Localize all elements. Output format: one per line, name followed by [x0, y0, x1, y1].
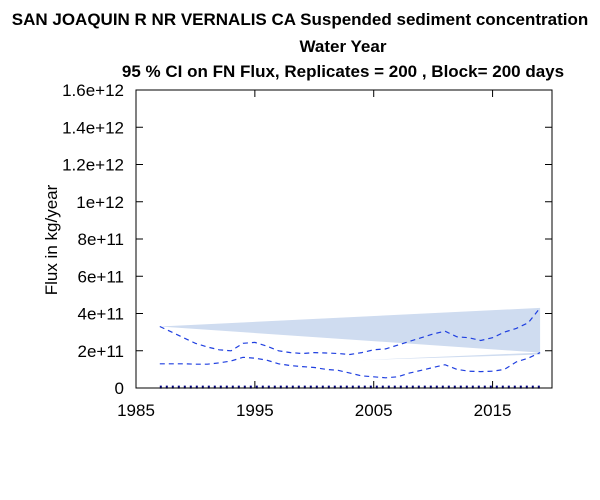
- x-tick-label: 2015: [474, 401, 512, 420]
- y-tick-label: 1.6e+12: [62, 81, 124, 100]
- x-tick-label: 1995: [236, 401, 274, 420]
- y-tick-label: 6e+11: [78, 267, 124, 286]
- plot-area: 0 2e+11 4e+11 6e+11 8e+11 1e+12 1.2e+12 1.4e+12…: [62, 81, 553, 420]
- series-line-2: [159, 352, 541, 379]
- x-tick-label: 1985: [117, 401, 155, 420]
- y-tick-label: 2e+11: [78, 342, 124, 361]
- chart-title: SAN JOAQUIN R NR VERNALIS CA Suspended s…: [12, 10, 589, 29]
- y-tick-label: 1e+12: [76, 193, 124, 212]
- y-tick-label: 4e+11: [78, 305, 124, 324]
- series-line-1: [159, 307, 541, 356]
- y-tick-label: 1.2e+12: [62, 156, 124, 175]
- y-axis-label: Flux in kg/year: [42, 184, 61, 295]
- chart-subtitle: Water Year: [300, 37, 387, 56]
- x-tick-label: 2005: [355, 401, 393, 420]
- ci-band-lower: [361, 352, 541, 361]
- y-tick-label: 8e+11: [78, 230, 124, 249]
- y-tick-label: 0: [115, 379, 124, 398]
- y-tick-label: 1.4e+12: [62, 118, 124, 137]
- chart-subtitle-2: 95 % CI on FN Flux, Replicates = 200 , B…: [122, 62, 564, 81]
- ci-band-upper: [159, 307, 541, 353]
